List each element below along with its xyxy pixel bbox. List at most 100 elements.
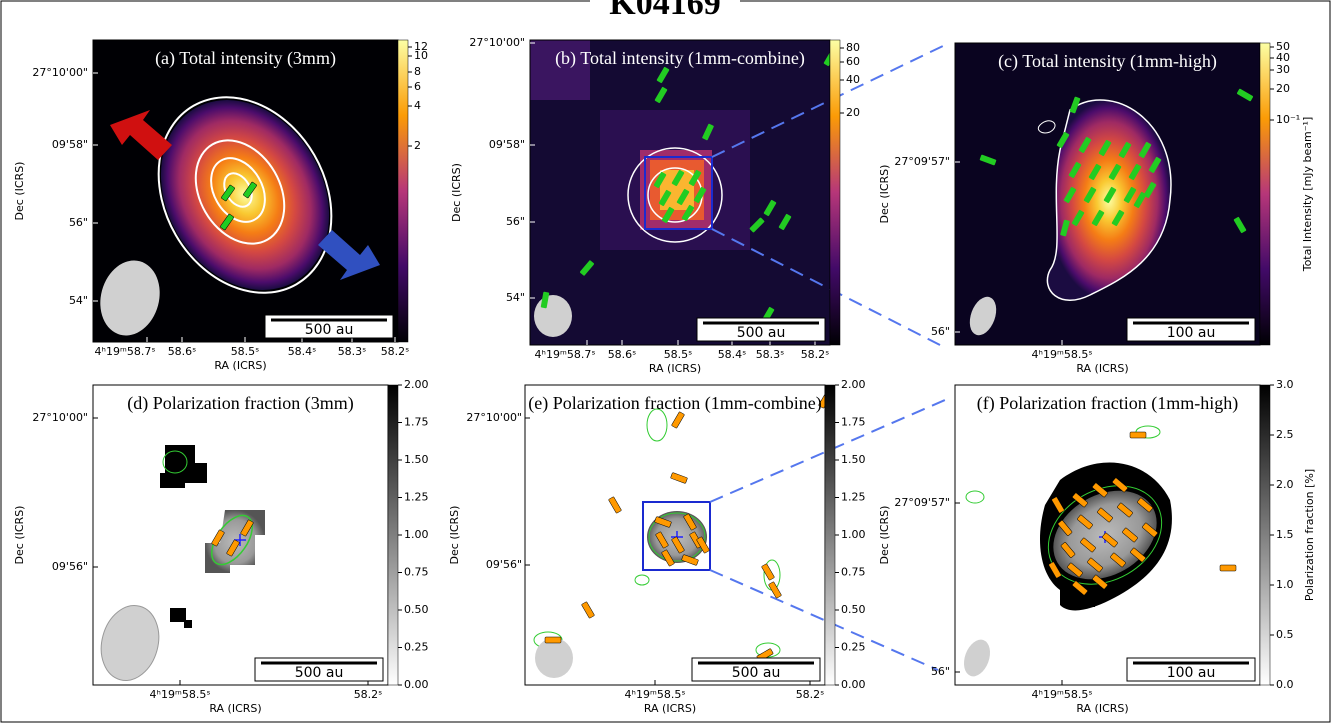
- panel-a-image: [92, 40, 398, 342]
- x-tick-label: 4ʰ19ᵐ58.7ˢ: [535, 348, 596, 361]
- colorbar: [825, 385, 835, 685]
- colorbar: [1260, 385, 1270, 685]
- x-tick-label: 58.4ˢ: [288, 345, 317, 358]
- vector-segment: [1220, 565, 1236, 571]
- colorbar-tick-label: 60: [846, 55, 860, 68]
- colorbar-tick-label: 0.0: [1276, 678, 1294, 691]
- vector-segment: [1130, 432, 1146, 438]
- colorbar-tick-label: 1.0: [1276, 578, 1294, 591]
- colorbar-tick-label: 0.00: [841, 678, 866, 691]
- x-axis-label: RA (ICRS): [214, 359, 266, 372]
- colorbar-label: Polarization fraction [%]: [1303, 469, 1316, 601]
- figure-title: K04169: [609, 0, 720, 22]
- colorbar-tick-label: 0.75: [841, 566, 866, 579]
- y-tick-label: 27°10'00": [32, 66, 88, 79]
- colorbar-tick-label: 0.50: [841, 603, 866, 616]
- x-tick-label: 4ʰ19ᵐ58.5ˢ: [1032, 688, 1093, 701]
- y-axis-label: Dec (ICRS): [878, 506, 891, 565]
- scale-bar-label: 500 au: [732, 665, 781, 681]
- y-tick-label: 09'56": [52, 560, 88, 573]
- x-tick-label: 58.2ˢ: [381, 345, 410, 358]
- colorbar: [1260, 43, 1270, 345]
- colorbar-tick-label: 2.5: [1276, 428, 1294, 441]
- y-tick-label: 54": [506, 291, 525, 304]
- colorbar-tick-label: 10⁻¹: [1276, 113, 1300, 126]
- colorbar-tick-label: 6: [414, 80, 421, 93]
- x-tick-label: 58.2ˢ: [801, 348, 830, 361]
- colorbar-tick-label: 0.25: [404, 641, 429, 654]
- x-tick-label: 58.5ˢ: [231, 345, 260, 358]
- colorbar-tick-label: 40: [846, 73, 860, 86]
- y-tick-label: 09'58": [489, 138, 525, 151]
- colorbar-tick-label: 2.0: [1276, 478, 1294, 491]
- y-tick-label: 09'58": [52, 138, 88, 151]
- x-axis-label: RA (ICRS): [644, 702, 696, 715]
- colorbar-tick-label: 1.25: [841, 491, 866, 504]
- x-axis-label: RA (ICRS): [1076, 362, 1128, 375]
- colorbar-tick-label: 10: [414, 49, 428, 62]
- colorbar-tick-label: 1.5: [1276, 528, 1294, 541]
- colorbar-tick-label: 0.25: [841, 641, 866, 654]
- figure: K04169 (a) Total intensity (3mm) 27°10'00…: [0, 0, 1331, 724]
- scale-bar-label: 500 au: [737, 325, 786, 341]
- y-axis-label: Dec (ICRS): [450, 163, 463, 222]
- colorbar-tick-label: 1.00: [404, 528, 429, 541]
- x-axis-label: RA (ICRS): [209, 702, 261, 715]
- colorbar-tick-label: 4: [414, 99, 421, 112]
- colorbar-tick-label: 8: [414, 65, 421, 78]
- colorbar-tick-label: 0.00: [404, 678, 429, 691]
- y-tick-label: 56": [931, 325, 950, 338]
- y-tick-label: 27°09'57": [894, 496, 950, 509]
- colorbar: [398, 40, 408, 342]
- panel-label: (a) Total intensity (3mm): [155, 48, 336, 69]
- colorbar-tick-label: 3.0: [1276, 378, 1294, 391]
- panel-label: (b) Total intensity (1mm-combine): [555, 48, 805, 69]
- y-tick-label: 27°09'57": [894, 155, 950, 168]
- y-tick-label: 27°10'00": [32, 411, 88, 424]
- colorbar-tick-label: 20: [1276, 82, 1290, 95]
- panel-label: (f) Polarization fraction (1mm-high): [977, 393, 1238, 414]
- colorbar-tick-label: 1.00: [841, 528, 866, 541]
- colorbar-tick-label: 1.50: [404, 453, 429, 466]
- vector-segment: [545, 637, 561, 643]
- y-tick-label: 09'56": [486, 558, 522, 571]
- y-axis-label: Dec (ICRS): [448, 506, 461, 565]
- x-tick-label: 58.6ˢ: [168, 345, 197, 358]
- scale-bar-label: 100 au: [1167, 665, 1216, 681]
- colorbar: [388, 385, 398, 685]
- panel-d-image: [93, 385, 388, 687]
- x-tick-label: 4ʰ19ᵐ58.5ˢ: [625, 688, 686, 701]
- panel-e-image: [525, 385, 825, 685]
- colorbar-tick-label: 1.25: [404, 491, 429, 504]
- x-tick-label: 58.5ˢ: [664, 348, 693, 361]
- colorbar-label: Total Intensity [mJy beam⁻¹]: [1301, 117, 1314, 273]
- panel-label: (d) Polarization fraction (3mm): [127, 393, 353, 414]
- colorbar-tick-label: 2.00: [404, 378, 429, 391]
- colorbar-tick-label: 1.75: [841, 416, 866, 429]
- colorbar-tick-label: 0.50: [404, 603, 429, 616]
- colorbar-tick-label: 1.50: [841, 453, 866, 466]
- y-tick-label: 27°10'00": [469, 36, 525, 49]
- y-tick-label: 56": [931, 665, 950, 678]
- x-tick-label: 58.3ˢ: [756, 348, 785, 361]
- y-tick-label: 56": [69, 216, 88, 229]
- colorbar-tick-label: 0.5: [1276, 628, 1294, 641]
- colorbar-tick-label: 30: [1276, 63, 1290, 76]
- panel-b-image: [530, 40, 830, 345]
- x-axis-label: RA (ICRS): [649, 362, 701, 375]
- colorbar-tick-label: 2: [414, 139, 421, 152]
- panel-label: (e) Polarization fraction (1mm-combine): [528, 393, 821, 414]
- scale-bar-label: 100 au: [1167, 325, 1216, 341]
- x-tick-label: 58.6ˢ: [608, 348, 637, 361]
- colorbar-tick-label: 20: [846, 106, 860, 119]
- x-axis-label: RA (ICRS): [1076, 702, 1128, 715]
- colorbar-tick-label: 80: [846, 41, 860, 54]
- colorbar-tick-label: 1.75: [404, 416, 429, 429]
- colorbar: [830, 40, 840, 345]
- colorbar-tick-label: 2.00: [841, 378, 866, 391]
- panel-label: (c) Total intensity (1mm-high): [998, 51, 1217, 72]
- x-tick-label: 58.2ˢ: [796, 688, 825, 701]
- x-tick-label: 4ʰ19ᵐ58.7ˢ: [95, 345, 156, 358]
- x-tick-label: 58.4ˢ: [718, 348, 747, 361]
- x-tick-label: 58.3ˢ: [338, 345, 367, 358]
